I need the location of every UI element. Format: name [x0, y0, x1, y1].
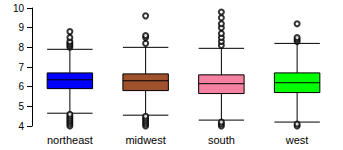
- svg-text:5: 5: [18, 101, 24, 112]
- svg-text:7: 7: [18, 62, 24, 73]
- svg-text:9: 9: [18, 22, 24, 33]
- svg-text:10: 10: [13, 3, 25, 14]
- svg-text:midwest: midwest: [125, 134, 165, 146]
- svg-text:south: south: [208, 134, 235, 146]
- svg-text:northeast: northeast: [47, 134, 93, 146]
- svg-text:4: 4: [18, 121, 24, 132]
- svg-text:west: west: [285, 134, 309, 146]
- svg-text:8: 8: [18, 42, 24, 53]
- svg-text:6: 6: [18, 81, 24, 92]
